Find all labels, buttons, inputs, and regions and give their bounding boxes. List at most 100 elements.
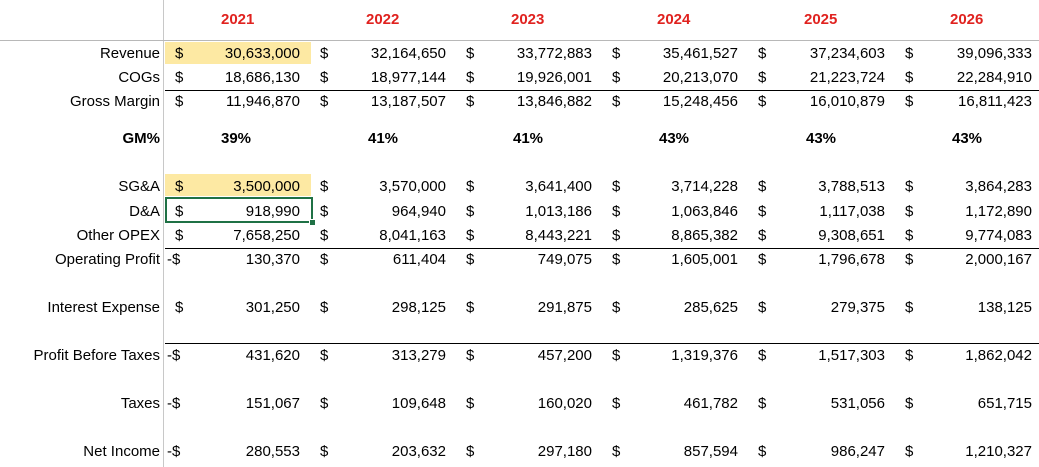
value-cell[interactable]: 16,811,423 (958, 93, 1032, 110)
row-label[interactable]: GM% (122, 130, 161, 147)
value-cell[interactable]: 1,605,001 (671, 251, 738, 268)
value-cell[interactable]: 461,782 (683, 395, 738, 412)
value-cell[interactable]: 21,223,724 (809, 69, 885, 86)
value-cell[interactable]: 1,172,890 (965, 203, 1032, 220)
value-cell[interactable]: 15,248,456 (662, 93, 738, 110)
value-cell[interactable]: 1,013,186 (525, 203, 592, 220)
currency-sign: $ (320, 227, 329, 244)
value-cell[interactable]: 301,250 (245, 299, 300, 316)
fill-handle[interactable] (309, 219, 316, 226)
value-cell[interactable]: 1,796,678 (818, 251, 885, 268)
value-cell[interactable]: 13,846,882 (516, 93, 592, 110)
gm-pct-cell[interactable]: 43% (952, 130, 983, 147)
value-cell[interactable]: 3,788,513 (818, 178, 885, 195)
value-cell[interactable]: 1,517,303 (818, 347, 885, 364)
row-label[interactable]: Other OPEX (76, 227, 160, 244)
value-cell[interactable]: 151,067 (245, 395, 300, 412)
value-cell[interactable]: 22,284,910 (956, 69, 1032, 86)
value-cell[interactable]: 298,125 (391, 299, 446, 316)
value-cell[interactable]: 20,213,070 (662, 69, 738, 86)
value-cell[interactable]: 109,648 (391, 395, 446, 412)
value-cell[interactable]: 32,164,650 (370, 45, 446, 62)
value-cell[interactable]: 7,658,250 (233, 227, 300, 244)
row-label[interactable]: Taxes (120, 395, 160, 412)
value-cell[interactable]: 37,234,603 (809, 45, 885, 62)
selected-cell-d-and-a-2021[interactable] (165, 197, 313, 223)
gm-pct-cell[interactable]: 41% (513, 130, 544, 147)
value-cell[interactable]: 291,875 (537, 299, 592, 316)
value-cell[interactable]: 9,774,083 (965, 227, 1032, 244)
value-cell[interactable]: 30,633,000 (224, 45, 300, 62)
value-cell[interactable]: 918,990 (245, 203, 300, 220)
value-cell[interactable]: 13,187,507 (370, 93, 446, 110)
currency-sign: $ (320, 93, 329, 110)
currency-sign: $ (758, 443, 767, 460)
value-cell[interactable]: 160,020 (537, 395, 592, 412)
value-cell[interactable]: 531,056 (830, 395, 885, 412)
value-cell[interactable]: 35,461,527 (662, 45, 738, 62)
value-cell[interactable]: 18,977,144 (370, 69, 446, 86)
value-cell[interactable]: 138,125 (977, 299, 1032, 316)
value-cell[interactable]: 130,370 (245, 251, 300, 268)
value-cell[interactable]: 279,375 (830, 299, 885, 316)
row-label[interactable]: D&A (129, 203, 160, 220)
value-cell[interactable]: 3,864,283 (965, 178, 1032, 195)
value-cell[interactable]: 18,686,130 (224, 69, 300, 86)
row-label[interactable]: Operating Profit (54, 251, 160, 268)
value-cell[interactable]: 8,865,382 (671, 227, 738, 244)
currency-sign: $ (466, 69, 475, 86)
currency-sign: $ (612, 395, 621, 412)
value-cell[interactable]: 3,570,000 (379, 178, 446, 195)
value-cell[interactable]: 280,553 (245, 443, 300, 460)
value-cell[interactable]: 11,946,870 (226, 93, 300, 110)
row-label[interactable]: Gross Margin (69, 93, 160, 110)
value-cell[interactable]: 964,940 (391, 203, 446, 220)
value-cell[interactable]: 33,772,883 (516, 45, 592, 62)
gm-pct-cell[interactable]: 43% (806, 130, 837, 147)
value-cell[interactable]: 457,200 (537, 347, 592, 364)
currency-sign: $ (612, 299, 621, 316)
value-cell[interactable]: 857,594 (683, 443, 738, 460)
value-cell[interactable]: 1,210,327 (965, 443, 1032, 460)
value-cell[interactable]: 297,180 (537, 443, 592, 460)
year-header-2024[interactable]: 2024 (657, 11, 691, 28)
value-cell[interactable]: 16,010,879 (809, 93, 885, 110)
gm-pct-cell[interactable]: 41% (368, 130, 399, 147)
value-cell[interactable]: 986,247 (830, 443, 885, 460)
value-cell[interactable]: 3,500,000 (233, 178, 300, 195)
value-cell[interactable]: 2,000,167 (965, 251, 1032, 268)
year-header-2025[interactable]: 2025 (804, 11, 838, 28)
gm-pct-cell[interactable]: 39% (221, 130, 252, 147)
row-label[interactable]: Profit Before Taxes (33, 347, 160, 364)
value-cell[interactable]: 203,632 (391, 443, 446, 460)
value-cell[interactable]: 1,862,042 (965, 347, 1032, 364)
value-cell[interactable]: 3,641,400 (525, 178, 592, 195)
row-label[interactable]: Interest Expense (47, 299, 160, 316)
year-header-2026[interactable]: 2026 (950, 11, 984, 28)
value-cell[interactable]: 749,075 (537, 251, 592, 268)
year-header-2022[interactable]: 2022 (366, 11, 400, 28)
row-label[interactable]: Net Income (83, 443, 160, 460)
row-label[interactable]: COGs (118, 69, 160, 86)
year-header-2023[interactable]: 2023 (511, 11, 545, 28)
value-cell[interactable]: 39,096,333 (956, 45, 1032, 62)
value-cell[interactable]: 651,715 (977, 395, 1032, 412)
value-cell[interactable]: 9,308,651 (818, 227, 885, 244)
value-cell[interactable]: 3,714,228 (671, 178, 738, 195)
value-cell[interactable]: 1,063,846 (671, 203, 738, 220)
value-cell[interactable]: 313,279 (391, 347, 446, 364)
row-label[interactable]: Revenue (99, 45, 160, 62)
value-cell[interactable]: 285,625 (683, 299, 738, 316)
currency-sign: -$ (167, 347, 181, 364)
value-cell[interactable]: 431,620 (245, 347, 300, 364)
value-cell[interactable]: 1,117,038 (819, 203, 885, 220)
value-cell[interactable]: 8,041,163 (379, 227, 446, 244)
value-cell[interactable]: 1,319,376 (671, 347, 738, 364)
gm-pct-cell[interactable]: 43% (659, 130, 690, 147)
currency-sign: $ (466, 251, 475, 268)
year-header-2021[interactable]: 2021 (221, 11, 255, 28)
value-cell[interactable]: 19,926,001 (516, 69, 592, 86)
row-label[interactable]: SG&A (118, 178, 160, 195)
value-cell[interactable]: 8,443,221 (525, 227, 592, 244)
value-cell[interactable]: 611,404 (392, 251, 446, 268)
